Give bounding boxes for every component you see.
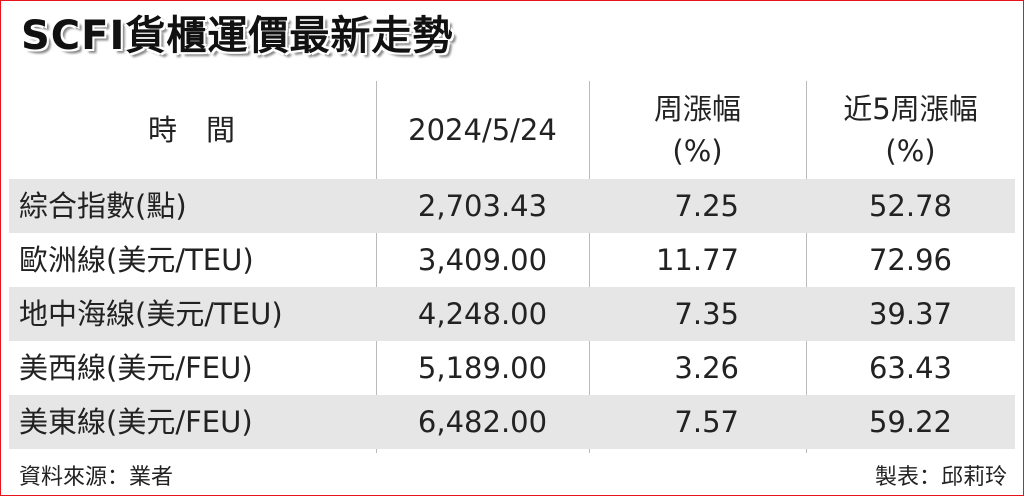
- table-cell: 11.77: [655, 243, 739, 277]
- header-text: 2024/5/24: [408, 113, 557, 147]
- table-cell: 2,703.43: [417, 189, 548, 223]
- header-text: 近5周漲幅: [843, 92, 978, 126]
- row-label: 美西線(美元/FEU): [19, 351, 253, 385]
- table-cell: 6,482.00: [417, 405, 548, 439]
- header-cell: 2024/5/24: [376, 81, 589, 179]
- column-divider: [806, 81, 807, 453]
- table-cell: 39.37: [868, 297, 953, 331]
- table-cell: 5,189.00: [417, 351, 548, 385]
- header-cell: 時 間: [9, 81, 374, 179]
- table-cell: 3,409.00: [417, 243, 548, 277]
- header-text: (%): [672, 134, 723, 168]
- row-label: 綜合指數(點): [19, 189, 187, 223]
- header-text: 時 間: [147, 113, 235, 147]
- header-text: (%): [885, 134, 936, 168]
- table-row: 美東線(美元/FEU) 6,482.00 7.57 59.22: [9, 395, 1015, 449]
- header-text: 周漲幅: [653, 92, 741, 126]
- table-row: 美西線(美元/FEU) 5,189.00 3.26 63.43: [9, 341, 1015, 395]
- table-cell: 63.43: [868, 351, 953, 385]
- column-divider: [376, 81, 377, 453]
- table-cell: 59.22: [868, 405, 953, 439]
- header-row: 時 間 2024/5/24 周漲幅 (%) 近5周漲幅 (%): [9, 81, 1015, 179]
- table-row: 綜合指數(點) 2,703.43 7.25 52.78: [9, 179, 1015, 233]
- table-cell: 4,248.00: [417, 297, 548, 331]
- table-cell: 72.96: [868, 243, 953, 277]
- table-cell: 7.57: [674, 405, 739, 439]
- table-row: 歐洲線(美元/TEU) 3,409.00 11.77 72.96: [9, 233, 1015, 287]
- row-label: 地中海線(美元/TEU): [19, 297, 283, 331]
- header-cell: 近5周漲幅 (%): [806, 81, 1015, 179]
- row-label: 美東線(美元/FEU): [19, 405, 253, 439]
- table-cell: 52.78: [868, 189, 953, 223]
- table-cell: 7.35: [674, 297, 739, 331]
- author-note: 製表：邱莉玲: [874, 465, 1007, 490]
- title: SCFI貨櫃運價最新走勢: [21, 13, 454, 59]
- table-cell: 7.25: [674, 189, 739, 223]
- column-divider: [589, 81, 590, 453]
- table-row: 地中海線(美元/TEU) 4,248.00 7.35 39.37: [9, 287, 1015, 341]
- row-label: 歐洲線(美元/TEU): [19, 243, 254, 277]
- source-note: 資料來源：業者: [19, 465, 174, 490]
- table-cell: 3.26: [674, 351, 739, 385]
- table: 時 間 2024/5/24 周漲幅 (%) 近5周漲幅 (%) 綜合指數(點) 2,703.4…: [9, 81, 1015, 453]
- header-cell: 周漲幅 (%): [589, 81, 806, 179]
